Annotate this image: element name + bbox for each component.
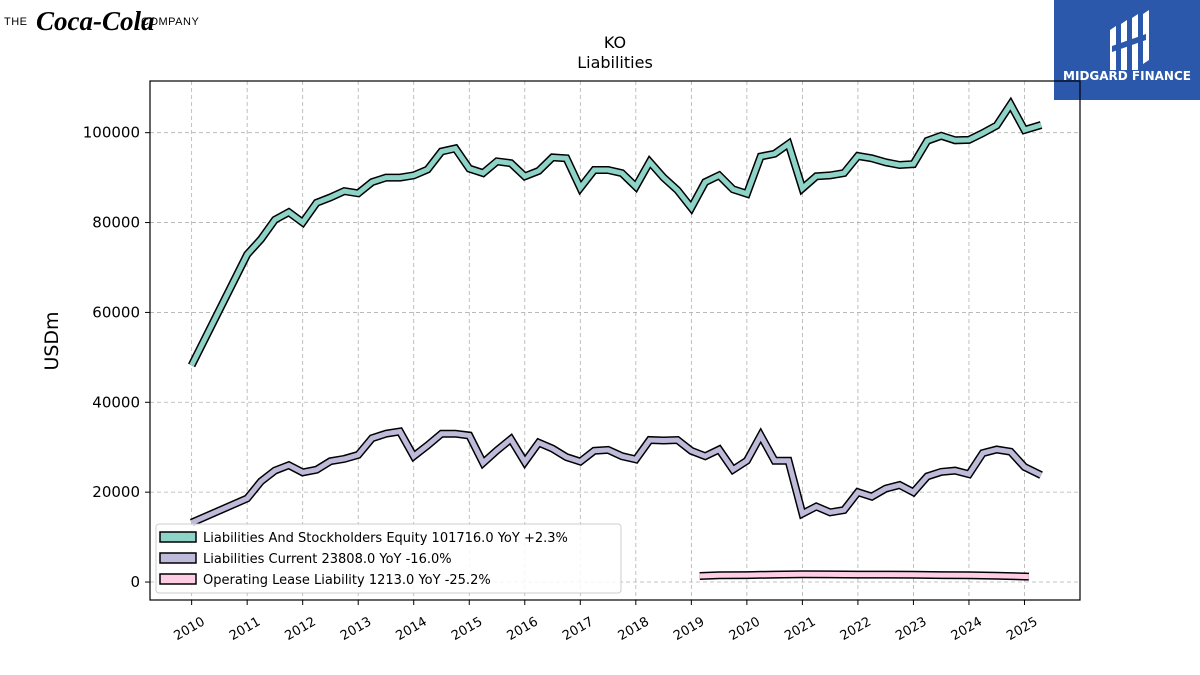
legend-box (155, 523, 622, 594)
grid (150, 81, 1080, 600)
chart-subtitle: Liabilities (577, 53, 653, 72)
legend-swatch (159, 531, 197, 543)
x-tick-label: 2022 (838, 614, 874, 644)
series-line (189, 427, 1043, 527)
x-tick-label: 2018 (616, 614, 652, 644)
legend-item: Operating Lease Liability 1213.0 YoY -25… (159, 573, 491, 588)
x-tick-label: 2017 (560, 614, 596, 644)
y-tick-label: 100000 (83, 124, 140, 142)
brand-badge: MIDGARD FINANCE (1054, 0, 1200, 100)
legend-swatch (159, 573, 197, 585)
x-tick-label: 2015 (449, 614, 485, 644)
series-line (188, 96, 1043, 368)
x-tick-label: 2025 (1004, 614, 1040, 644)
brand-name: MIDGARD FINANCE (1063, 69, 1191, 83)
y-tick-label: 80000 (92, 214, 140, 232)
legend-item: Liabilities Current 23808.0 YoY -16.0% (159, 552, 452, 567)
series-line-fill (190, 428, 1043, 525)
legend-item: Liabilities And Stockholders Equity 1017… (159, 531, 568, 546)
y-tick-label: 20000 (92, 483, 140, 501)
y-tick-label: 0 (130, 573, 140, 591)
chart-title: KO (604, 33, 626, 52)
x-tick-label: 2011 (227, 614, 263, 644)
series-line (699, 570, 1030, 581)
company-logo-suffix: COMPANY (141, 16, 199, 28)
plot-frame (149, 80, 1081, 601)
x-tick-label: 2012 (283, 614, 319, 644)
legend-label: Liabilities And Stockholders Equity 1017… (203, 531, 568, 546)
x-tick-label: 2013 (338, 614, 374, 644)
x-tick-label: 2023 (893, 614, 929, 644)
series-line-fill (189, 99, 1042, 367)
legend-label: Operating Lease Liability 1213.0 YoY -25… (203, 573, 491, 588)
y-axis-label: USDm (41, 311, 63, 370)
x-tick-label: 2024 (949, 614, 985, 644)
x-tick-label: 2014 (394, 614, 430, 644)
brand-mark-icon: MIDGARD FINANCE (1063, 10, 1191, 83)
y-tick-label: 40000 (92, 393, 140, 411)
company-logo-prefix: THE (4, 16, 28, 28)
y-tick-label: 60000 (92, 303, 140, 321)
x-tick-label: 2010 (171, 614, 207, 644)
legend: Liabilities And Stockholders Equity 1017… (155, 523, 622, 594)
company-logo: THE Coca-Cola COMPANY (4, 6, 199, 36)
legend-label: Liabilities Current 23808.0 YoY -16.0% (203, 552, 452, 567)
x-tick-label: 2019 (671, 614, 707, 644)
company-logo-script: Coca-Cola (36, 6, 155, 36)
x-tick-label: 2021 (782, 614, 818, 644)
legend-swatch (159, 552, 197, 564)
x-tick-label: 2016 (505, 614, 541, 644)
x-tick-label: 2020 (727, 614, 763, 644)
x-ticks: 2010 2011 2012 2013 2014 2015 2016 2017 2018 2019… (171, 600, 1040, 644)
series-group (188, 96, 1043, 581)
series-line-fill (699, 571, 1029, 580)
y-ticks: 0 20000 40000 60000 80000 100000 (83, 124, 150, 591)
